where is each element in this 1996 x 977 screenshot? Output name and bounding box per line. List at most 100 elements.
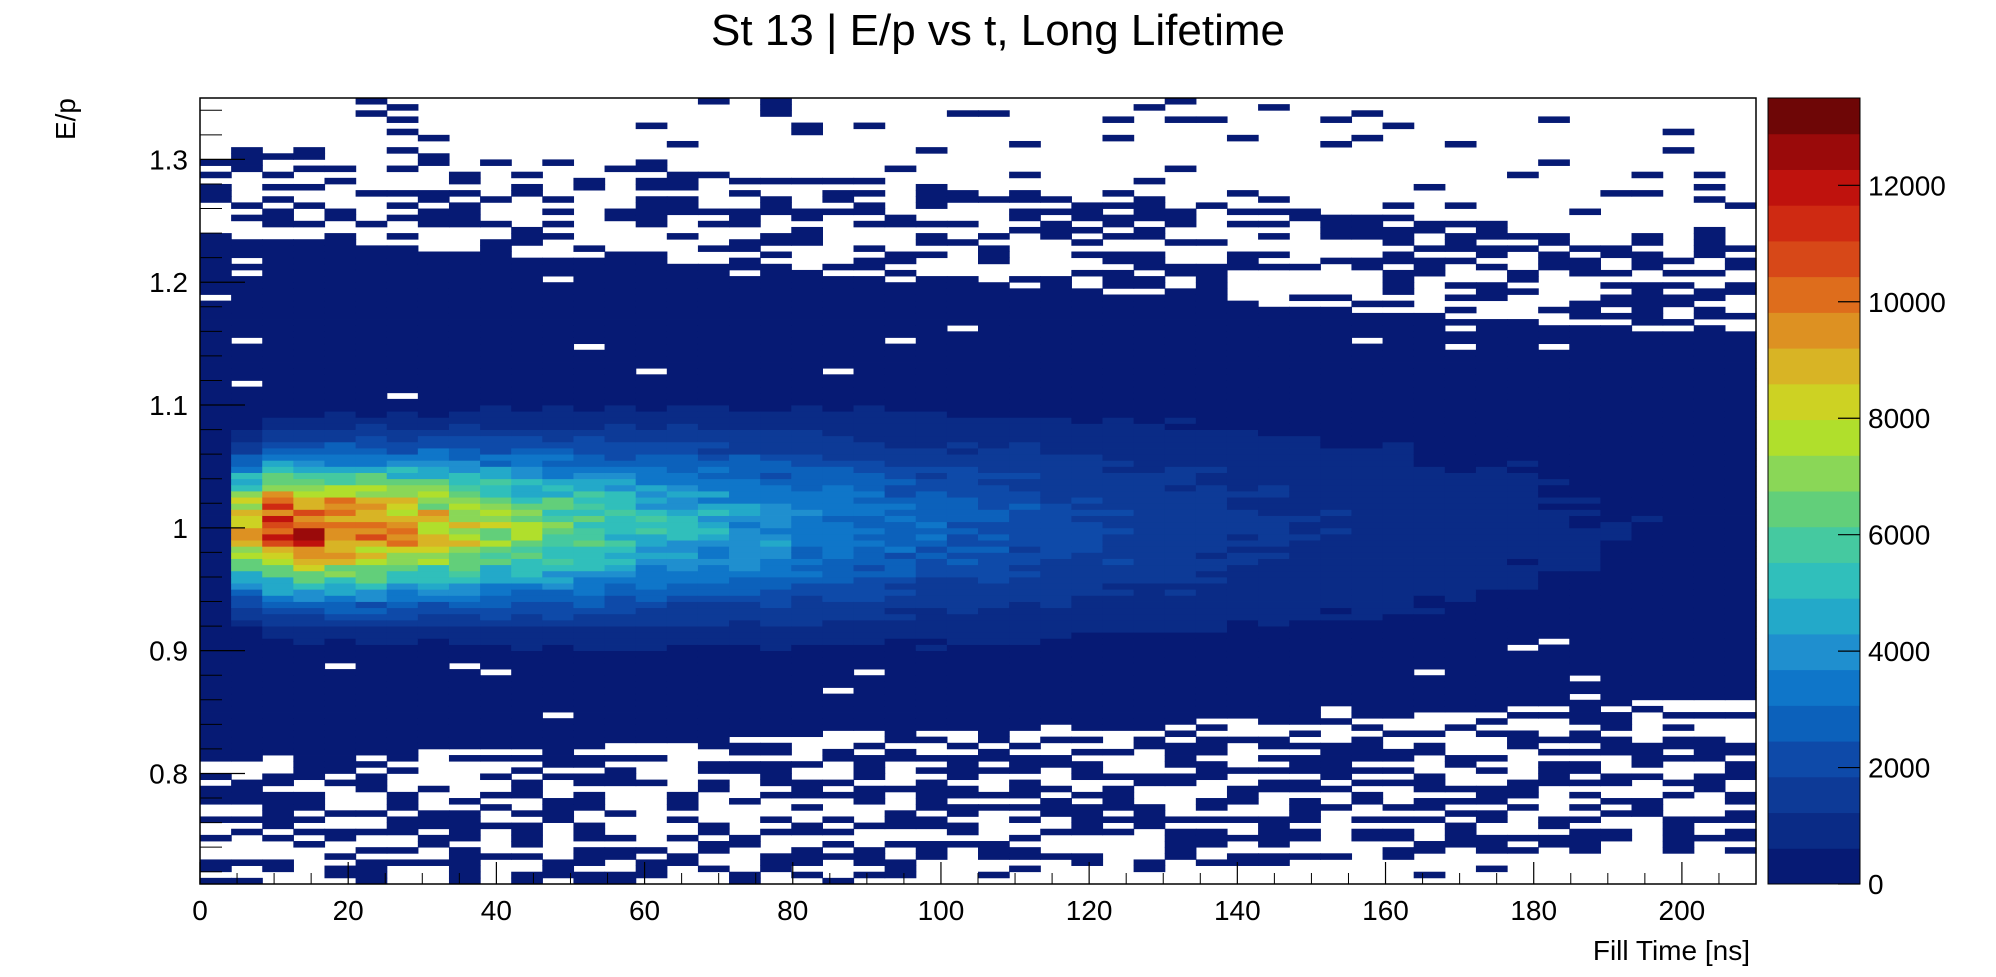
- heatmap-cell: [542, 589, 575, 596]
- heatmap-cell: [1413, 263, 1446, 271]
- heatmap-cell: [386, 380, 419, 388]
- heatmap-cell: [1164, 208, 1197, 216]
- heatmap-cell: [293, 460, 326, 467]
- heatmap-cell: [760, 294, 792, 302]
- heatmap-cell: [386, 306, 419, 314]
- heatmap-cell: [853, 282, 886, 289]
- heatmap-cell: [1662, 509, 1695, 516]
- heatmap-cell: [231, 730, 263, 738]
- heatmap-cell: [666, 491, 699, 498]
- heatmap-cell: [853, 392, 886, 400]
- heatmap-cell: [1226, 374, 1259, 381]
- heatmap-cell: [946, 705, 979, 713]
- heatmap-cell: [573, 607, 606, 615]
- heatmap-cell: [448, 847, 481, 854]
- heatmap-cell: [386, 423, 419, 430]
- heatmap-cell: [200, 478, 232, 486]
- heatmap-cell: [1475, 398, 1508, 406]
- heatmap-cell: [853, 491, 886, 498]
- heatmap-cell: [1133, 527, 1166, 535]
- heatmap-cell: [1071, 546, 1104, 553]
- heatmap-cell: [511, 607, 543, 615]
- heatmap-cell: [355, 454, 388, 461]
- heatmap-cell: [978, 853, 1010, 860]
- heatmap-cell: [1164, 325, 1197, 332]
- heatmap-cell: [542, 478, 575, 486]
- heatmap-cell: [573, 245, 606, 252]
- heatmap-cell: [1724, 644, 1757, 652]
- heatmap-cell: [915, 736, 948, 744]
- heatmap-cell: [1724, 362, 1757, 369]
- heatmap-cell: [1164, 761, 1197, 768]
- heatmap-cell: [822, 386, 855, 394]
- heatmap-cell: [1413, 589, 1446, 596]
- heatmap-cell: [1164, 595, 1197, 602]
- heatmap-cell: [791, 791, 823, 799]
- heatmap-cell: [915, 546, 948, 553]
- colorbar-tick-label: 8000: [1868, 403, 1930, 434]
- heatmap-cell: [1413, 540, 1446, 547]
- heatmap-cell: [729, 798, 761, 805]
- heatmap-cell: [697, 705, 730, 713]
- heatmap-cell: [1164, 214, 1197, 222]
- heatmap-cell: [542, 269, 575, 277]
- heatmap-cell: [1195, 859, 1228, 866]
- heatmap-cell: [1102, 441, 1135, 449]
- heatmap-cell: [542, 312, 575, 320]
- heatmap-cell: [822, 669, 855, 676]
- heatmap-cell: [729, 466, 761, 473]
- heatmap-cell: [293, 669, 326, 676]
- heatmap-cell: [760, 300, 792, 308]
- heatmap-cell: [448, 521, 481, 529]
- heatmap-cell: [1133, 638, 1166, 645]
- heatmap-cell: [1475, 681, 1508, 688]
- heatmap-cell: [1569, 398, 1601, 406]
- heatmap-cell: [1662, 460, 1695, 467]
- heatmap-cell: [791, 417, 823, 424]
- heatmap-cell: [1226, 325, 1259, 332]
- heatmap-cell: [417, 742, 450, 750]
- heatmap-cell: [417, 454, 450, 461]
- heatmap-cell: [1444, 552, 1477, 559]
- heatmap-cell: [1040, 220, 1072, 228]
- heatmap-cell: [262, 263, 294, 271]
- heatmap-cell: [1071, 828, 1104, 836]
- heatmap-cell: [1040, 755, 1072, 762]
- heatmap-cell: [1444, 705, 1477, 713]
- heatmap-cell: [1600, 693, 1633, 701]
- colorbar-segment: [1768, 741, 1860, 778]
- heatmap-cell: [1164, 669, 1197, 676]
- heatmap-cell: [1662, 626, 1695, 633]
- heatmap-cell: [853, 576, 886, 584]
- heatmap-cell: [1009, 435, 1041, 443]
- heatmap-cell: [729, 613, 761, 621]
- heatmap-cell: [1258, 466, 1290, 473]
- heatmap-cell: [1195, 331, 1228, 338]
- heatmap-cell: [1009, 503, 1041, 510]
- heatmap-cell: [573, 319, 606, 326]
- heatmap-cell: [1226, 834, 1259, 842]
- heatmap-cell: [1382, 380, 1415, 388]
- heatmap-cell: [822, 650, 855, 658]
- heatmap-cell: [822, 546, 855, 553]
- heatmap-cell: [978, 325, 1010, 332]
- heatmap-cell: [915, 650, 948, 658]
- heatmap-cell: [1195, 748, 1228, 756]
- heatmap-cell: [978, 724, 1010, 731]
- heatmap-cell: [1600, 349, 1633, 357]
- heatmap-cell: [915, 822, 948, 830]
- heatmap-cell: [604, 343, 637, 351]
- heatmap-cell: [511, 693, 543, 701]
- heatmap-cell: [1444, 257, 1477, 265]
- heatmap-cell: [1195, 454, 1228, 461]
- heatmap-cell: [1475, 638, 1508, 645]
- heatmap-cell: [1662, 435, 1695, 443]
- heatmap-cell: [760, 644, 792, 652]
- heatmap-cell: [386, 460, 419, 467]
- heatmap-cell: [200, 282, 232, 289]
- heatmap-cell: [1289, 484, 1321, 492]
- heatmap-cell: [480, 269, 512, 277]
- heatmap-cell: [635, 343, 668, 351]
- heatmap-cell: [1040, 386, 1072, 394]
- heatmap-cell: [324, 681, 357, 688]
